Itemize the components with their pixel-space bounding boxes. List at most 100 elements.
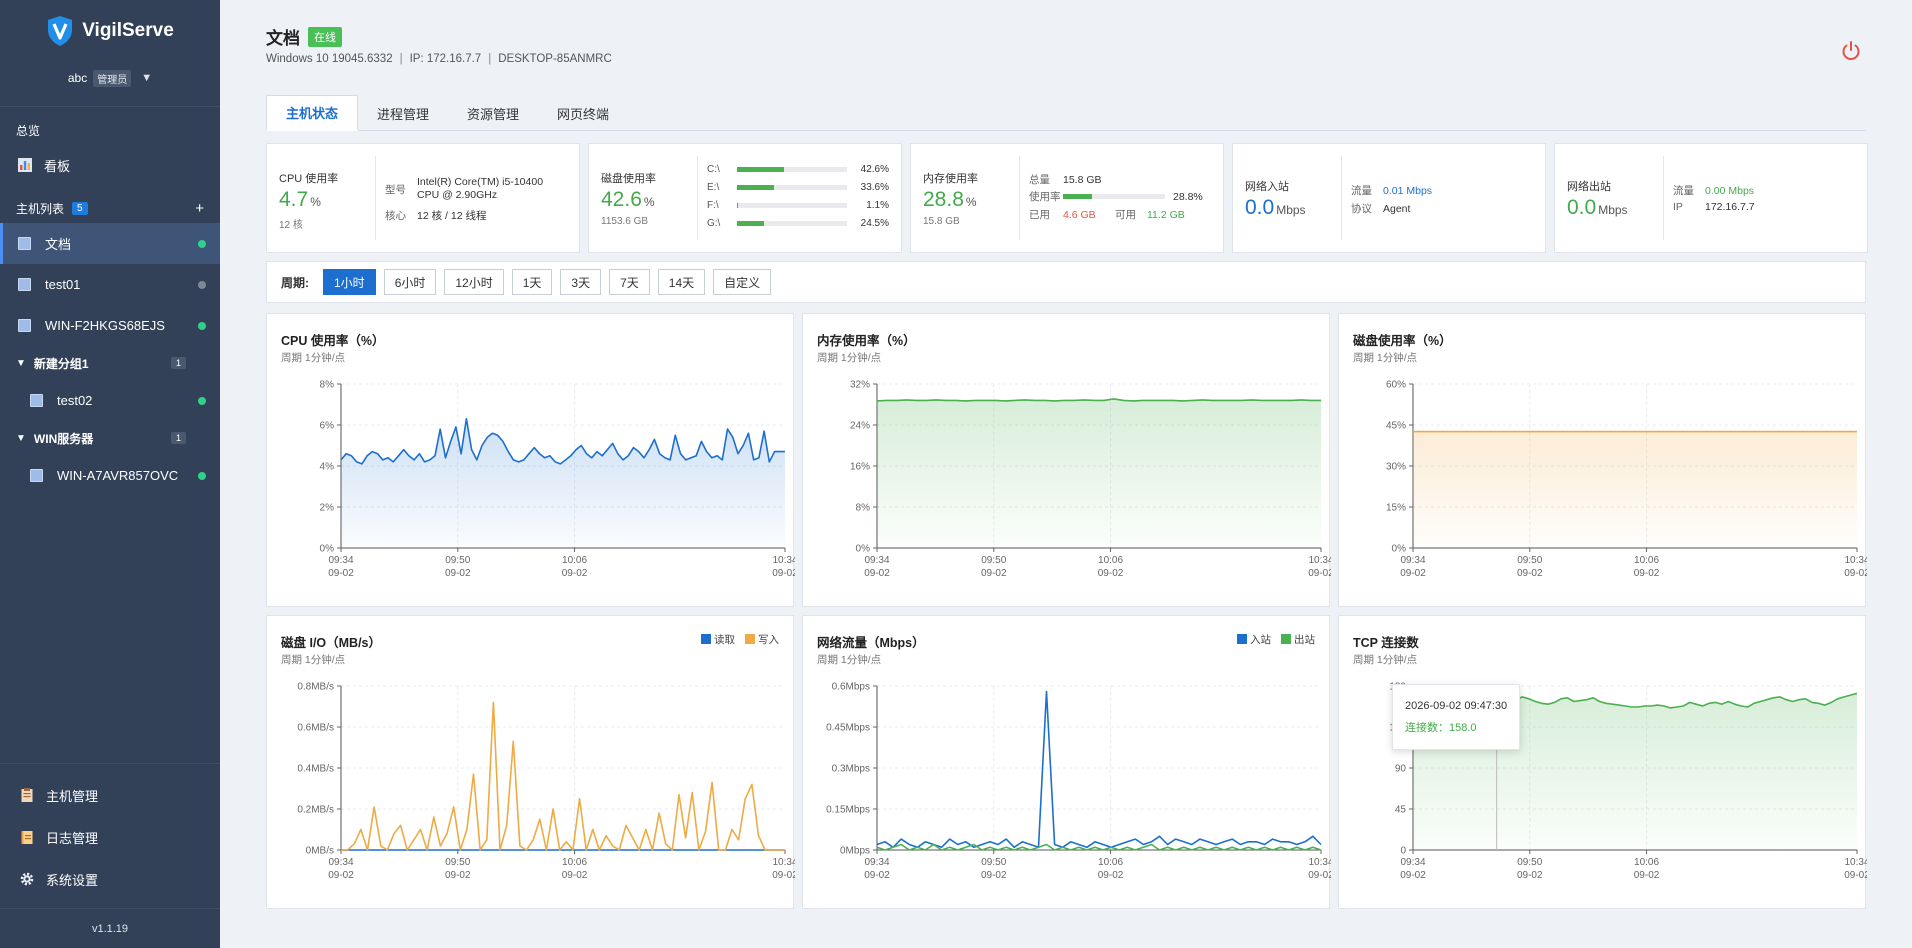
- x-tick-label: 09-02: [562, 568, 588, 579]
- sidebar-host-item[interactable]: WIN-A7AVR857OVC: [0, 455, 220, 496]
- period-1h-button[interactable]: 1小时: [323, 269, 376, 295]
- y-tick-label: 0MB/s: [306, 846, 334, 857]
- sidebar-bottom-nav: 主机管理 日志管理 系统设置 v1.1.19: [0, 763, 220, 948]
- host-icon: [18, 319, 31, 332]
- x-tick-label: 09-02: [772, 568, 795, 579]
- y-tick-label: 0.3Mbps: [832, 764, 870, 775]
- drive-name: F:\: [707, 200, 719, 211]
- x-tick-label: 09-02: [445, 568, 471, 579]
- x-tick-label: 10:06: [1098, 555, 1123, 566]
- host-icon: [18, 278, 31, 291]
- card-value: 0.0 Mbps: [1567, 196, 1628, 219]
- x-tick-label: 09-02: [1098, 568, 1124, 579]
- drive-percent: 42.6%: [860, 164, 889, 175]
- sidebar-item-log-management[interactable]: 日志管理: [0, 816, 220, 858]
- group-count-badge: 1: [170, 357, 186, 369]
- x-tick-label: 09:34: [1400, 857, 1425, 868]
- y-tick-label: 0%: [1392, 544, 1407, 555]
- user-menu[interactable]: abc 管理员 ▼: [0, 62, 220, 94]
- x-tick-label: 09:50: [445, 555, 470, 566]
- triangle-down-icon[interactable]: ▼: [16, 432, 26, 444]
- online-status-dot: [198, 396, 206, 405]
- series-line[interactable]: [876, 843, 1322, 851]
- period-custom-button[interactable]: 自定义: [713, 269, 772, 295]
- offline-status-dot: [198, 280, 206, 289]
- x-tick-label: 09:34: [864, 555, 889, 566]
- outbound-flow: 流量 0.00 Mbps: [1673, 185, 1755, 197]
- sidebar-host-item[interactable]: test02: [0, 380, 220, 421]
- period-12h-button[interactable]: 12小时: [444, 269, 504, 295]
- period-6h-button[interactable]: 6小时: [383, 269, 437, 295]
- disk-io-chart: 0MB/s 0.2MB/s 0.4MB/s 0.6MB/s 0.8MB/s 09:34 09…: [266, 615, 795, 909]
- host-group[interactable]: ▼ WIN服务器 1: [0, 421, 220, 455]
- series-line[interactable]: [876, 398, 1321, 402]
- sidebar: VigilServe abc 管理员 ▼ 总览 看板 主机列表 5 + 文档 t…: [0, 0, 220, 948]
- disk-drive-row: E:\ 33.6%: [707, 182, 889, 193]
- period-3d-button[interactable]: 3天: [560, 269, 602, 295]
- divider: [0, 763, 220, 764]
- group-name: 新建分组1: [33, 356, 89, 371]
- chart-subtitle: 周期 1分钟/点: [281, 654, 346, 666]
- period-7d-button[interactable]: 7天: [609, 269, 650, 295]
- host-group[interactable]: ▼ 新建分组1 1: [0, 346, 220, 380]
- drive-usage-bar: [737, 167, 847, 172]
- tooltip-time: 2026-09-02 09:47:30: [1405, 700, 1508, 712]
- bar-chart-icon: [18, 158, 32, 172]
- sidebar-host-item[interactable]: 文档: [0, 223, 220, 264]
- series-line[interactable]: [340, 418, 785, 465]
- card-label: 磁盘使用率: [601, 173, 656, 185]
- card-label: CPU 使用率: [279, 173, 339, 185]
- host-icon: [18, 237, 31, 250]
- legend-item-read[interactable]: 读取: [701, 632, 735, 647]
- legend-item-inbound[interactable]: 入站: [1237, 632, 1271, 647]
- host-name: test01: [45, 277, 81, 292]
- y-tick-label: 0%: [856, 544, 871, 555]
- tab-host-status[interactable]: 主机状态: [266, 95, 359, 131]
- y-tick-label: 24%: [850, 421, 870, 432]
- chart-title: 内存使用率（%）: [817, 334, 916, 348]
- memory-used-free: 已用 4.6 GB 可用 11.2 GB: [1029, 209, 1185, 221]
- y-tick-label: 0.15Mbps: [826, 805, 870, 816]
- x-tick-label: 10:34: [772, 857, 795, 868]
- series-area: [1413, 693, 1857, 850]
- y-tick-label: 0.6Mbps: [832, 682, 870, 693]
- sidebar-item-label: 看板: [44, 158, 71, 174]
- host-name: test02: [57, 393, 93, 408]
- legend-item-write[interactable]: 写入: [745, 632, 779, 647]
- host-name: 文档: [45, 237, 72, 252]
- period-1d-button[interactable]: 1天: [511, 269, 553, 295]
- period-14d-button[interactable]: 14天: [657, 269, 706, 295]
- sidebar-item-host-management[interactable]: 主机管理: [0, 774, 220, 816]
- sidebar-host-item[interactable]: test01: [0, 264, 220, 305]
- cpu-usage-card: CPU 使用率 4.7% 12 核 型号Intel(R) Core(TM) i5…: [266, 143, 580, 253]
- drive-name: C:\: [707, 164, 720, 175]
- series-line[interactable]: [876, 690, 1322, 849]
- network-traffic-chart: 0Mbps 0.15Mbps 0.3Mbps 0.45Mbps 0.6Mbps 09:34…: [802, 615, 1331, 909]
- chart-canvas: 0% 2% 4% 6% 8% 09:34 09-02 09:50 09-02 10:06 09-02…: [320, 380, 795, 580]
- tab-web-terminal[interactable]: 网页终端: [557, 106, 610, 122]
- y-tick-label: 0.6MB/s: [297, 723, 334, 734]
- series-line[interactable]: [341, 701, 785, 851]
- chart-subtitle: 周期 1分钟/点: [817, 654, 882, 666]
- sidebar-item-dashboard[interactable]: 看板: [0, 145, 220, 185]
- y-tick-label: 0.2MB/s: [297, 805, 334, 816]
- triangle-down-icon[interactable]: ▼: [16, 357, 26, 369]
- page-header: 文档 在线: [266, 24, 342, 49]
- y-tick-label: 16%: [850, 462, 870, 473]
- drive-percent: 33.6%: [860, 182, 889, 193]
- memory-rate: 使用率 28.8%: [1029, 190, 1203, 204]
- power-icon[interactable]: [1840, 40, 1862, 62]
- x-tick-label: 09:50: [981, 555, 1006, 566]
- network-inbound-card: 网络入站 0.0 Mbps 流量 0.01 Mbps 协议 Agent: [1232, 143, 1546, 253]
- sidebar-item-system-settings[interactable]: 系统设置: [0, 858, 220, 900]
- add-host-icon[interactable]: +: [195, 199, 204, 217]
- tab-resource-management[interactable]: 资源管理: [467, 106, 520, 122]
- sidebar-host-item[interactable]: WIN-F2HKGS68EJS: [0, 305, 220, 346]
- chart-legend: 入站 出站: [1237, 632, 1315, 647]
- x-tick-label: 10:34: [772, 555, 795, 566]
- tab-process-management[interactable]: 进程管理: [377, 106, 430, 122]
- legend-item-outbound[interactable]: 出站: [1281, 632, 1315, 647]
- gear-icon: [20, 872, 34, 886]
- caret-down-icon[interactable]: ▼: [141, 72, 153, 84]
- y-tick-label: 90: [1395, 764, 1407, 775]
